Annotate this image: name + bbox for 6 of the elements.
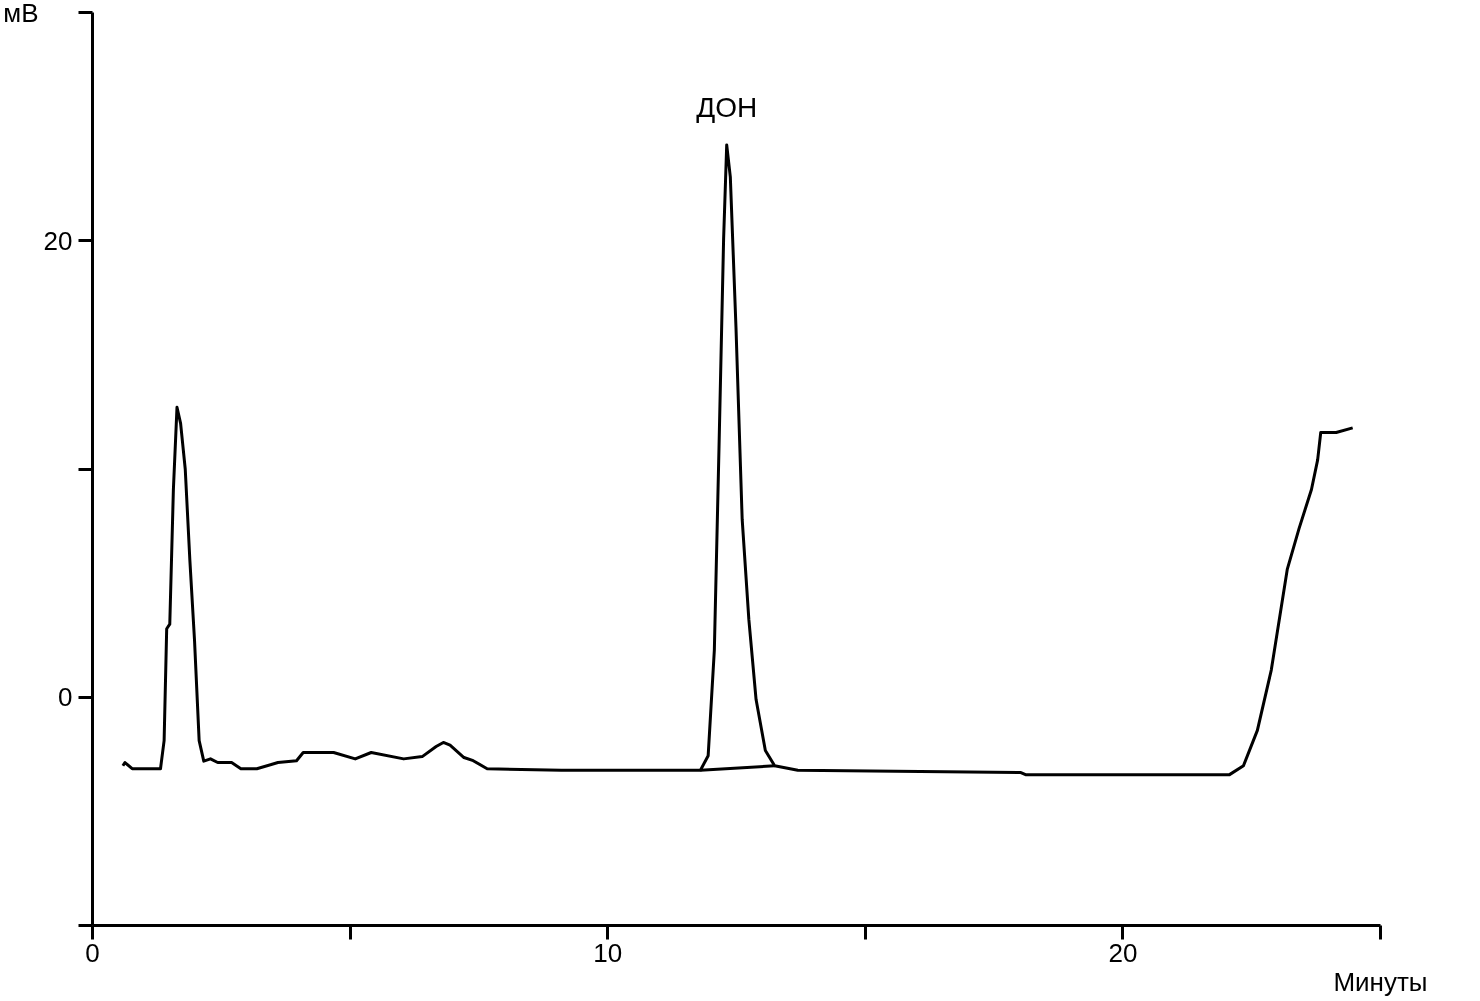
y-axis-title: мВ: [3, 0, 39, 28]
x-tick-label: 10: [593, 937, 623, 968]
x-axis-title: Минуты: [1333, 966, 1428, 997]
x-tick-label: 20: [1108, 937, 1138, 968]
annotation: ДОН: [696, 91, 758, 123]
x-tick-label: 0: [85, 937, 100, 968]
